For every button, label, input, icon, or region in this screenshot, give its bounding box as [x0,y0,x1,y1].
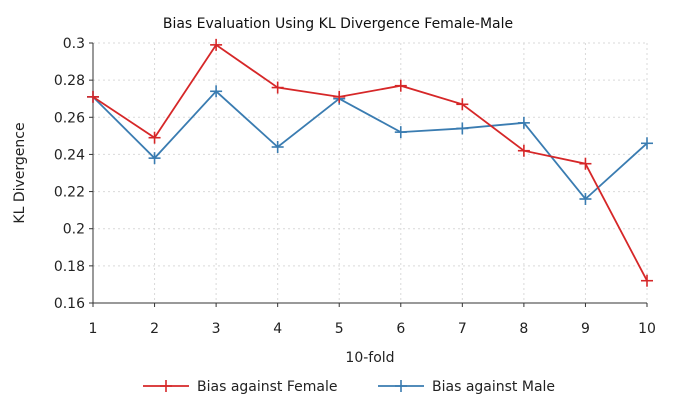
series-line [92,43,648,282]
data-point [579,193,592,205]
y-tick-label: 0.3 [63,36,85,52]
data-point [641,274,653,287]
x-tick-label: 2 [150,321,159,337]
data-point [456,98,469,111]
legend-item: Bias against Female [143,379,337,395]
x-tick-label: 4 [273,321,282,337]
data-point [641,137,653,150]
legend-marker [395,380,407,392]
y-tick-label: 0.28 [54,73,85,89]
legend-item: Bias against Male [378,379,555,395]
legend-marker [160,380,172,392]
x-tick-label: 5 [335,321,344,337]
x-tick-label: 9 [581,321,590,337]
data-point [394,126,407,139]
legend-label: Bias against Female [197,379,337,395]
y-tick-label: 0.2 [63,222,85,238]
legend-label: Bias against Male [432,379,555,395]
data-point [579,157,592,170]
data-point [148,152,161,165]
y-tick-label: 0.26 [54,110,85,126]
series-male [87,85,653,205]
data-point [394,79,407,92]
data-point [87,90,99,103]
legend: Bias against Female Bias against Male [143,379,555,395]
series-line [92,90,648,201]
tick-labels: 1 2 3 4 5 6 7 8 9 10 0.16 0.18 0.2 0.22 0.24 0.26 0.28 0.… [54,36,656,337]
data-point [210,38,223,51]
y-axis-label: KL Divergence [12,122,28,223]
x-axis-label: 10-fold [345,350,394,366]
y-tick-label: 0.24 [54,147,85,163]
data-point [517,144,530,157]
data-point [271,141,284,153]
y-tick-label: 0.16 [54,296,85,312]
x-tick-label: 6 [396,321,405,337]
data-point [517,116,530,129]
x-tick-label: 8 [519,321,528,337]
data-point [456,122,469,135]
x-tick-label: 3 [212,321,221,337]
data-point [333,90,346,103]
chart-title: Bias Evaluation Using KL Divergence Fema… [163,16,513,32]
axes [89,42,648,307]
grid [92,42,648,304]
data-point [210,85,223,98]
y-tick-label: 0.18 [54,259,85,275]
x-tick-label: 1 [89,321,98,337]
y-tick-label: 0.22 [54,185,85,201]
data-point [271,81,284,94]
series-female [87,38,653,287]
series-layer [87,38,653,287]
data-point [148,131,161,144]
x-tick-label: 10 [638,321,656,337]
x-tick-label: 7 [458,321,467,337]
